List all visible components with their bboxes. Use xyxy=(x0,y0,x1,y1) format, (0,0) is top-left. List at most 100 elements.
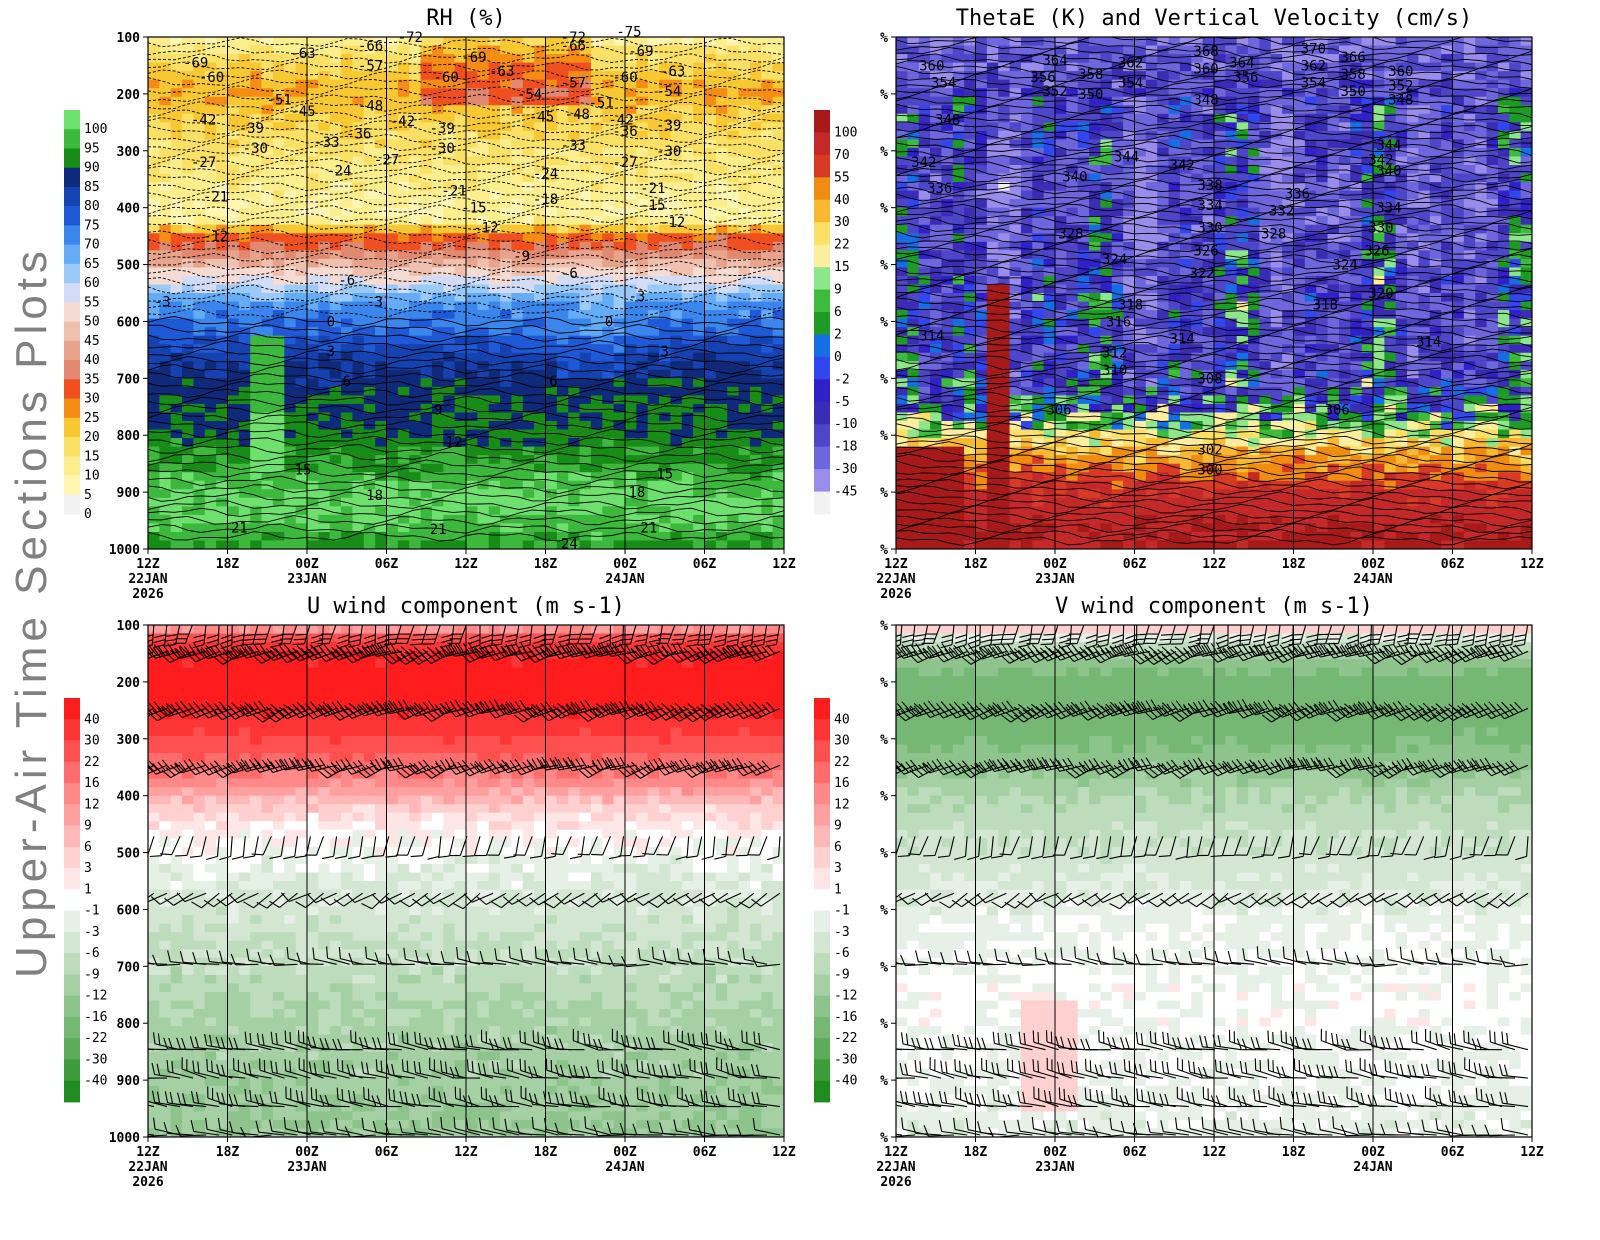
field-cell xyxy=(636,327,648,336)
field-cell xyxy=(534,284,546,293)
field-cell xyxy=(284,182,296,191)
field-cell xyxy=(941,412,953,421)
field-cell xyxy=(352,319,364,328)
field-cell xyxy=(896,353,908,362)
field-cell xyxy=(466,97,478,106)
field-cell xyxy=(941,344,953,353)
field-cell xyxy=(1021,114,1033,123)
field-cell xyxy=(455,515,467,524)
field-cell xyxy=(262,80,274,89)
field-cell xyxy=(659,327,671,336)
field-cell xyxy=(352,464,364,473)
field-cell xyxy=(216,284,228,293)
field-cell xyxy=(500,208,512,217)
field-cell xyxy=(477,353,489,362)
field-cell xyxy=(1044,259,1056,268)
field-cell xyxy=(500,199,512,208)
field-cell xyxy=(171,267,183,276)
field-cell xyxy=(443,302,455,311)
field-cell xyxy=(352,233,364,242)
field-cell xyxy=(1021,191,1033,200)
field-cell xyxy=(205,506,217,515)
field-cell xyxy=(976,284,988,293)
field-cell xyxy=(466,37,478,46)
field-cell xyxy=(500,182,512,191)
field-cell xyxy=(387,139,399,148)
field-cell xyxy=(546,80,558,89)
field-cell xyxy=(727,88,739,97)
field-cell xyxy=(500,447,512,456)
field-cell xyxy=(964,208,976,217)
field-cell xyxy=(1089,327,1101,336)
field-cell xyxy=(693,370,705,379)
field-cell xyxy=(1157,105,1169,114)
field-cell xyxy=(964,412,976,421)
field-cell xyxy=(250,430,262,439)
field-cell xyxy=(330,523,342,532)
field-cell xyxy=(500,523,512,532)
field-cell xyxy=(1078,378,1090,387)
field-cell xyxy=(1021,97,1033,106)
field-cell xyxy=(750,131,762,140)
field-cell xyxy=(964,481,976,490)
field-cell xyxy=(670,267,682,276)
field-cell xyxy=(1010,233,1022,242)
field-cell xyxy=(534,37,546,46)
field-cell xyxy=(421,430,433,439)
field-cell xyxy=(250,156,262,165)
field-cell xyxy=(625,532,637,541)
field-cell xyxy=(205,489,217,498)
field-cell xyxy=(896,191,908,200)
field-cell xyxy=(1157,148,1169,157)
field-cell xyxy=(500,430,512,439)
field-cell xyxy=(1180,378,1192,387)
field-cell xyxy=(262,540,274,549)
field-cell xyxy=(477,97,489,106)
field-cell xyxy=(489,532,501,541)
field-cell xyxy=(523,37,535,46)
field-cell xyxy=(489,37,501,46)
field-cell xyxy=(602,353,614,362)
field-cell xyxy=(693,302,705,311)
field-cell xyxy=(182,174,194,183)
field-cell xyxy=(750,293,762,302)
field-cell xyxy=(1044,105,1056,114)
field-cell xyxy=(205,310,217,319)
field-cell xyxy=(1157,54,1169,63)
field-cell xyxy=(1135,344,1147,353)
field-cell xyxy=(387,284,399,293)
field-cell xyxy=(614,276,626,285)
field-cell xyxy=(375,540,387,549)
field-cell xyxy=(318,71,330,80)
field-cell xyxy=(466,506,478,515)
field-cell xyxy=(182,310,194,319)
field-cell xyxy=(591,455,603,464)
field-cell xyxy=(693,37,705,46)
field-cell xyxy=(670,310,682,319)
field-cell xyxy=(580,267,592,276)
field-cell xyxy=(284,540,296,549)
field-cell xyxy=(182,387,194,396)
field-cell xyxy=(216,370,228,379)
field-cell xyxy=(239,97,251,106)
field-cell xyxy=(568,523,580,532)
field-cell xyxy=(387,276,399,285)
field-cell xyxy=(761,267,773,276)
field-cell xyxy=(421,208,433,217)
field-cell xyxy=(761,191,773,200)
field-cell xyxy=(919,267,931,276)
field-cell xyxy=(896,182,908,191)
field-cell xyxy=(1078,455,1090,464)
field-cell xyxy=(1010,267,1022,276)
field-cell xyxy=(205,370,217,379)
field-cell xyxy=(1089,174,1101,183)
field-cell xyxy=(216,54,228,63)
field-cell xyxy=(500,378,512,387)
field-cell xyxy=(580,430,592,439)
field-cell xyxy=(1135,361,1147,370)
field-cell xyxy=(919,276,931,285)
field-cell xyxy=(557,310,569,319)
field-cell xyxy=(1089,276,1101,285)
field-cell xyxy=(648,430,660,439)
field-cell xyxy=(466,105,478,114)
